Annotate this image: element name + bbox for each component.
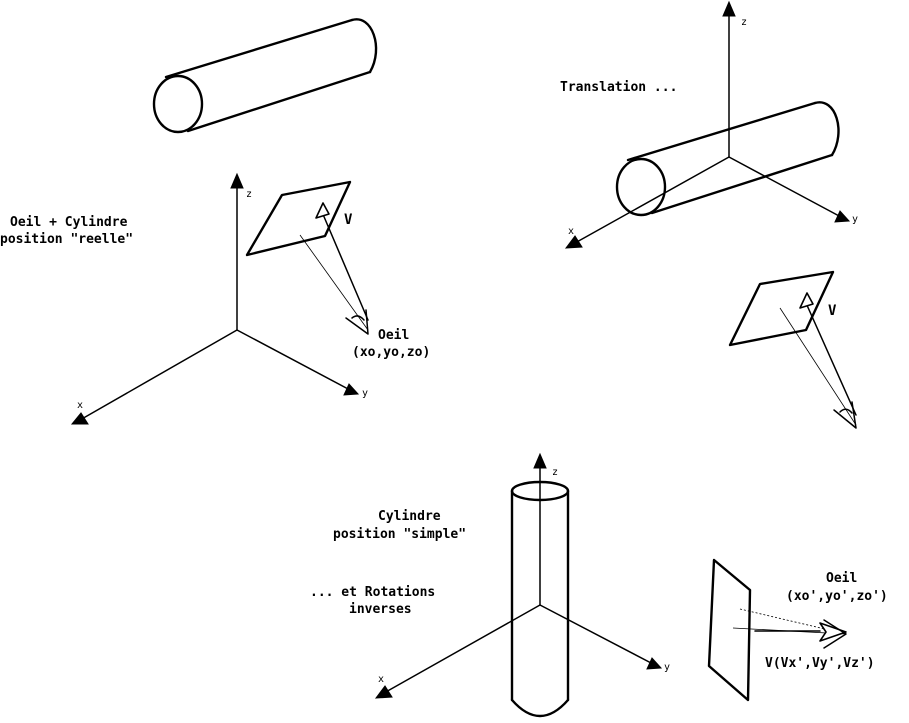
cylinder-translated: [615, 101, 840, 217]
view-vector-arrow: [315, 202, 330, 219]
eye-icon-translated: [833, 401, 857, 429]
cylinder-end-front: [152, 74, 204, 134]
rotations-subtitle: inverses: [349, 602, 412, 617]
axis-z-label: z: [246, 189, 252, 200]
eye-icon: [345, 309, 369, 335]
eye-icon-simple: [823, 619, 847, 649]
rotations-title: ... et Rotations: [310, 585, 435, 600]
axis-y-label-simple: y: [664, 662, 670, 673]
cylinder-end-front-translated: [615, 157, 667, 217]
real-position-title: Oeil + Cylindre: [10, 215, 128, 230]
eye-view-translated: V: [728, 270, 857, 429]
view-plane-simple: [707, 558, 752, 702]
eye-view-real: V Oeil (xo,yo,zo): [245, 180, 430, 360]
axis-x-label-translated: x: [568, 226, 574, 237]
eye-label-simple: Oeil: [826, 571, 857, 586]
cylinder-real-position: [152, 18, 378, 134]
cylinder-bottom: [510, 698, 570, 718]
axis-y-label: y: [362, 388, 368, 399]
cylinder-end-back: [350, 18, 378, 74]
axes-simple: z x y: [374, 452, 670, 699]
simple-position-title: Cylindre: [378, 509, 441, 524]
eye-view-simple: Oeil (xo',yo',zo') V(Vx',Vy',Vz'): [707, 558, 888, 702]
axis-z-label-translated: z: [741, 17, 747, 28]
eye-coords-label: (xo,yo,zo): [352, 345, 430, 360]
view-vector-label-translated: V: [828, 303, 837, 319]
axes-translated: z x y: [564, 0, 858, 249]
eye-coords-label-simple: (xo',yo',zo'): [786, 589, 888, 604]
axis-x-label: x: [77, 400, 83, 411]
axis-x-label-simple: x: [378, 674, 384, 685]
view-vector-label-simple: V(Vx',Vy',Vz'): [765, 656, 875, 671]
axis-y-label-translated: y: [852, 214, 858, 225]
cylinder-end-back-translated: [813, 101, 840, 157]
view-vector-label: V: [344, 212, 353, 228]
axes-real: z x y: [70, 172, 368, 425]
real-position-subtitle: position "reelle": [0, 232, 133, 247]
view-vector-arrow-translated: [799, 292, 814, 309]
translation-label: Translation ...: [560, 80, 677, 95]
eye-label: Oeil: [378, 328, 409, 343]
view-plane-translated: [728, 270, 835, 347]
view-plane: [245, 180, 352, 257]
axis-z-label-simple: z: [552, 467, 558, 478]
simple-position-subtitle: position "simple": [333, 527, 466, 542]
